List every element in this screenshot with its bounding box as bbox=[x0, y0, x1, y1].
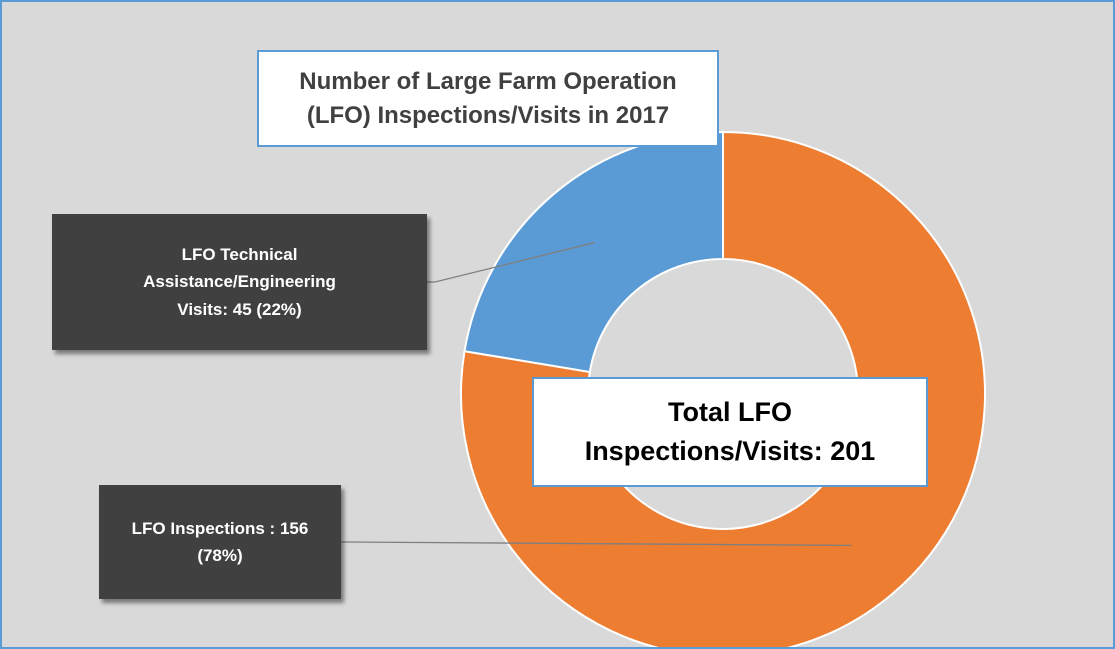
category-label: LFO Inspections : bbox=[131, 518, 276, 538]
value-label: 156 (78%) bbox=[197, 518, 309, 565]
data-label: LFO Inspections : 156 (78%) bbox=[99, 485, 341, 599]
leader-line bbox=[340, 541, 852, 547]
slice bbox=[463, 130, 724, 374]
data-label: LFO Technical Assistance/Engineering Vis… bbox=[52, 214, 427, 350]
leader-line bbox=[427, 241, 595, 283]
annotation: Total LFO Inspections/Visits: 201 bbox=[532, 377, 928, 487]
value-label: 45 (22%) bbox=[232, 299, 302, 319]
chart-title: Number of Large Farm Operation (LFO) Ins… bbox=[257, 50, 719, 147]
category-label: LFO Technical Assistance/Engineering Vis… bbox=[143, 245, 336, 319]
